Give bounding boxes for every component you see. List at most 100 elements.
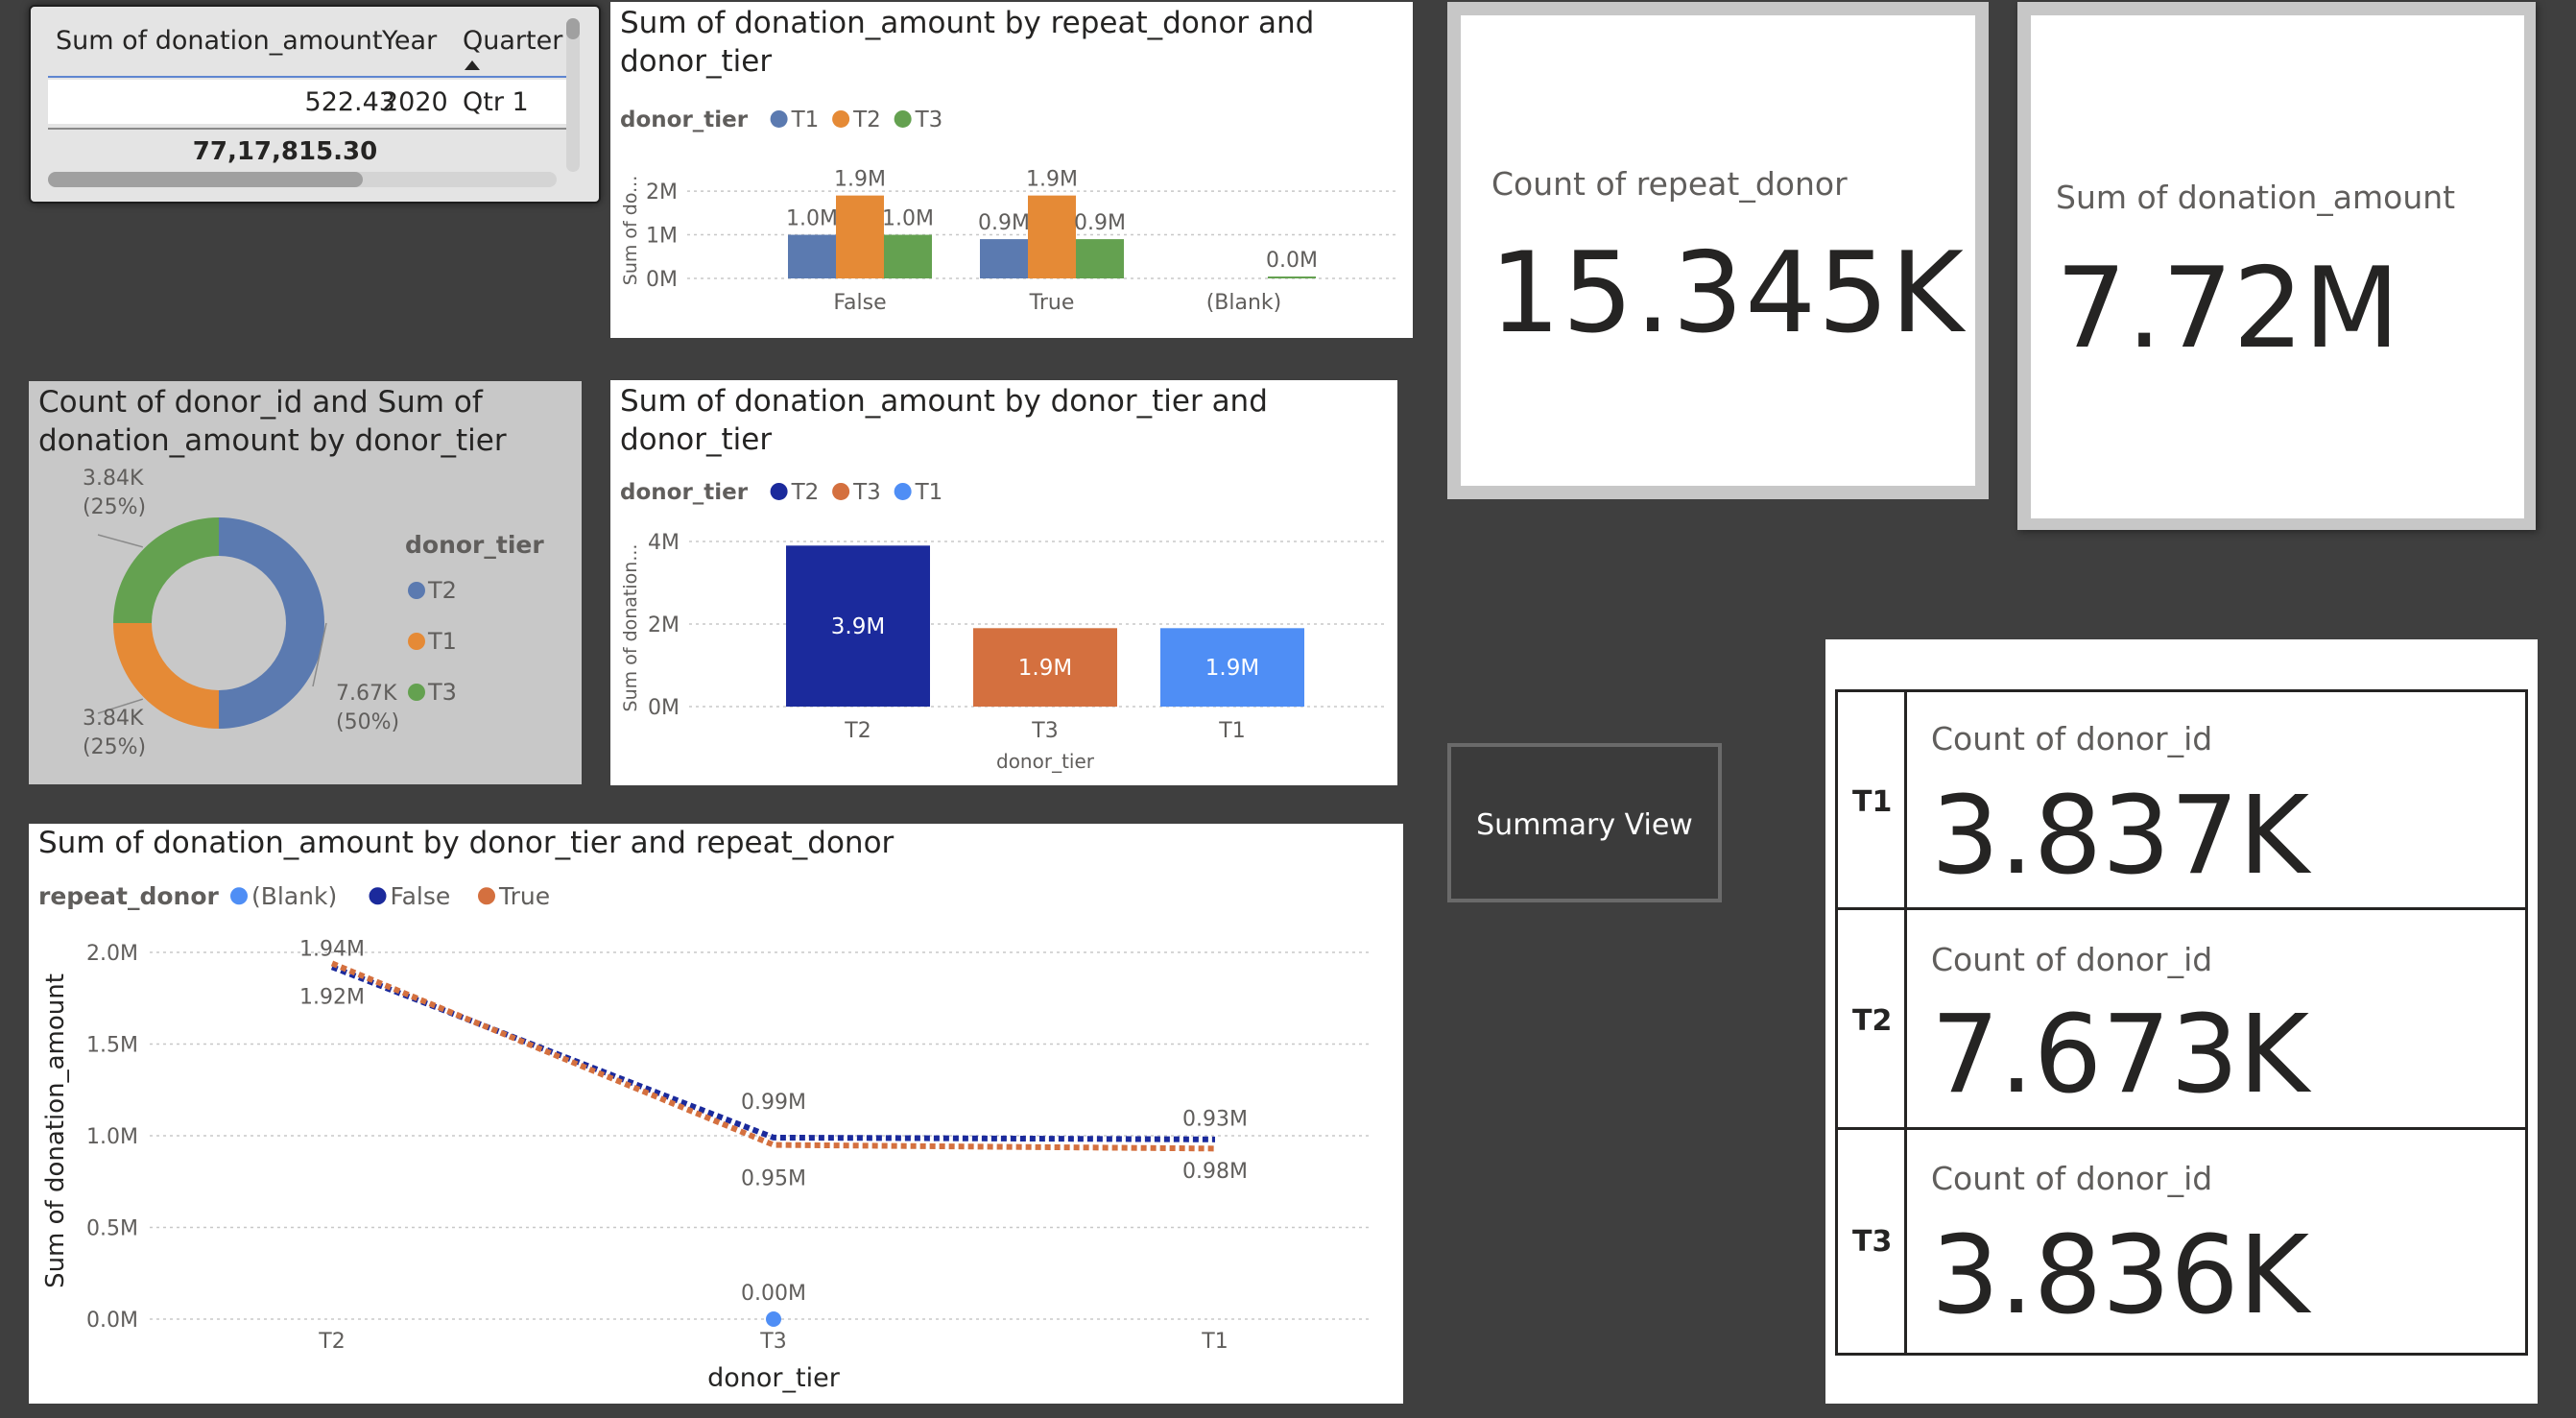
legend-title: repeat_donor <box>38 882 220 910</box>
row-value: 3.837K <box>1931 774 2310 899</box>
x-tick-label: T2 <box>844 719 871 743</box>
legend-marker <box>408 582 425 599</box>
x-tick-label: True <box>1029 291 1075 315</box>
bar-chart-canvas[interactable]: donor_tier T2 T3 T1 0M 2M 4M Sum of donation...… <box>610 380 1397 785</box>
data-label: 1.9M <box>1205 656 1259 681</box>
donut-slice <box>113 622 219 729</box>
data-label: 3.84K <box>83 467 144 491</box>
data-label: 0.0M <box>1266 249 1318 273</box>
y-tick-label: 4M <box>648 531 680 555</box>
x-tick-label: T3 <box>759 1330 786 1354</box>
legend-title: donor_tier <box>620 108 749 132</box>
table-visual[interactable]: Sum of donation_amount Year Quarter 522.… <box>29 5 601 204</box>
legend-marker <box>408 684 425 701</box>
tier-label-t2: T2 <box>1852 1004 1893 1038</box>
donut-chart-tier[interactable]: Count of donor_id and Sum of donation_am… <box>29 381 582 784</box>
bar <box>1076 239 1124 278</box>
bar <box>884 234 932 278</box>
x-tick-label: (Blank) <box>1206 291 1282 315</box>
y-tick-label: 0.5M <box>86 1217 138 1241</box>
table-row[interactable] <box>48 80 572 124</box>
data-label: 3.9M <box>831 614 885 639</box>
tier-label-t1: T1 <box>1852 785 1893 819</box>
legend-label: T3 <box>852 480 881 505</box>
x-tick-label: T3 <box>1031 719 1058 743</box>
line-chart-canvas[interactable]: repeat_donor (Blank) False True 0.0M 0.5M 1.0M… <box>29 824 1403 1404</box>
leader-line <box>97 534 144 548</box>
data-label: 0.93M <box>1182 1107 1248 1131</box>
row-label: Count of donor_id <box>1931 720 2213 757</box>
y-tick-label: 2M <box>648 613 680 637</box>
x-axis-label: donor_tier <box>996 750 1095 773</box>
x-tick-label: False <box>833 291 886 315</box>
bar-chart-repeat-tier[interactable]: Sum of donation_amount by repeat_donor a… <box>610 2 1413 338</box>
data-label: 1.92M <box>299 985 365 1009</box>
data-label: 1.9M <box>834 168 886 192</box>
y-tick-label: 1M <box>646 225 678 249</box>
card-value: 15.345K <box>1490 228 1966 358</box>
y-tick-label: 0M <box>646 268 678 292</box>
data-label-pct: (25%) <box>83 495 146 519</box>
data-label: 3.84K <box>83 707 144 731</box>
row-label: Count of donor_id <box>1931 941 2213 978</box>
y-tick-label: 0.0M <box>86 1309 138 1333</box>
table-header-year[interactable]: Year <box>382 26 438 56</box>
legend-label: T1 <box>915 480 943 505</box>
bar <box>973 628 1117 707</box>
data-label-pct: (50%) <box>336 710 399 734</box>
line-chart-tier-repeat[interactable]: Sum of donation_amount by donor_tier and… <box>29 824 1403 1404</box>
legend-label: T3 <box>427 679 457 706</box>
bar <box>1268 276 1316 278</box>
legend-marker <box>770 482 788 500</box>
tier-label-t3: T3 <box>1852 1225 1893 1259</box>
table-header-divider <box>48 76 572 78</box>
chart-title: Sum of donation_amount by repeat_donor a… <box>620 6 1315 79</box>
bar-chart-tier[interactable]: Sum of donation_amount by donor_tier and… <box>610 380 1397 785</box>
legend-label: T1 <box>427 628 457 655</box>
legend-label: T2 <box>852 108 881 132</box>
y-tick-label: 1.5M <box>86 1034 138 1058</box>
data-label: 0.00M <box>741 1282 806 1306</box>
data-label: 1.94M <box>299 937 365 961</box>
summary-view-button[interactable]: Summary View <box>1447 743 1722 902</box>
legend-marker <box>369 887 387 905</box>
table-header-quarter[interactable]: Quarter <box>463 26 563 56</box>
horizontal-scrollbar-thumb[interactable] <box>48 172 363 187</box>
tier-column-divider <box>1904 689 1907 1356</box>
legend-label: True <box>498 882 550 910</box>
legend-marker <box>408 633 425 650</box>
card-body: Count of repeat_donor 15.345K <box>1461 15 1975 486</box>
legend-marker <box>832 482 850 500</box>
y-tick-label: 0M <box>648 696 680 720</box>
table-header-amount[interactable]: Sum of donation_amount <box>56 26 383 56</box>
data-label-pct: (25%) <box>83 735 146 759</box>
row-value: 7.673K <box>1931 993 2310 1118</box>
series-line <box>330 960 1216 1152</box>
card-repeat-donor[interactable]: Count of repeat_donor 15.345K <box>1447 2 1989 499</box>
legend-label: T1 <box>791 108 820 132</box>
data-label: 1.9M <box>1026 168 1078 192</box>
x-tick-label: T1 <box>1218 719 1245 743</box>
card-donation-sum[interactable]: Sum of donation_amount 7.72M <box>2017 2 2536 530</box>
legend-label: False <box>391 882 451 910</box>
sort-ascending-icon <box>465 60 480 70</box>
multi-row-card[interactable]: T1 Count of donor_id 3.837K T2 Count of … <box>1825 639 2538 1404</box>
row-divider <box>1835 1127 2528 1130</box>
table-total-divider <box>48 128 572 130</box>
data-label: 1.9M <box>1018 656 1072 681</box>
horizontal-scrollbar[interactable] <box>48 172 557 187</box>
x-axis-label: donor_tier <box>707 1363 841 1393</box>
table-cell-amount: 522.43 <box>304 87 395 117</box>
vertical-scrollbar-thumb[interactable] <box>566 18 580 39</box>
y-axis-label: Sum of do... <box>620 176 641 285</box>
table-cell-year: 2020 <box>382 87 448 117</box>
donut-chart-canvas[interactable]: 7.67K (50%) 3.84K (25%) 3.84K (25%) donor_tier… <box>29 381 582 784</box>
y-tick-label: 2.0M <box>86 942 138 966</box>
data-label: 7.67K <box>336 682 397 706</box>
data-label: 0.9M <box>1074 211 1126 235</box>
y-axis-label: Sum of donation... <box>620 544 641 712</box>
card-label: Sum of donation_amount <box>2056 179 2456 216</box>
vertical-scrollbar[interactable] <box>566 18 580 172</box>
data-label: 0.98M <box>1182 1160 1248 1184</box>
